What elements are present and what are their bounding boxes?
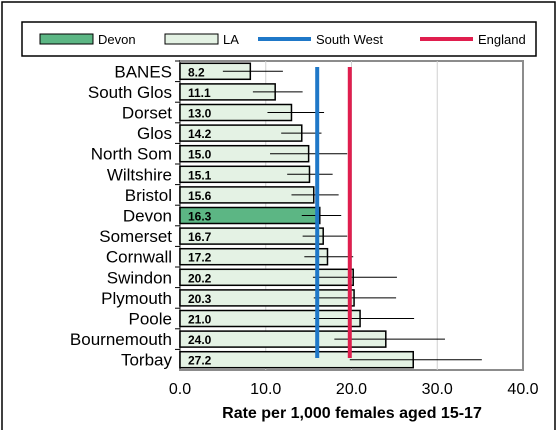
y-category-label: Somerset <box>99 227 172 246</box>
y-category-label: Wiltshire <box>107 165 172 184</box>
bar-value-label: 20.2 <box>188 271 212 285</box>
y-category-label: North Som <box>91 145 172 164</box>
legend-label-la: LA <box>223 32 239 47</box>
y-category-label: Cornwall <box>106 248 172 267</box>
legend: Devon LA South West England <box>39 32 526 47</box>
y-category-label: Bristol <box>125 186 172 205</box>
legend-swatch-la <box>164 33 219 45</box>
y-category-label: Bournemouth <box>70 330 172 349</box>
bar-labels: 8.2 11.1 13.0 14.2 15.0 15.1 15.6 16.3 16.7 17.2 2… <box>188 65 212 367</box>
bar-value-label: 11.1 <box>188 86 211 100</box>
reference-lines <box>315 67 352 358</box>
x-tick-label: 40.0 <box>507 381 538 398</box>
bar-value-label: 27.2 <box>188 354 212 368</box>
bar-value-label: 20.3 <box>188 292 212 306</box>
bar-value-label: 15.1 <box>188 168 212 182</box>
bar-value-label: 15.0 <box>188 148 212 162</box>
legend-label-devon: Devon <box>98 32 136 47</box>
legend-label-south-west: South West <box>316 32 383 47</box>
x-tick-label: 20.0 <box>336 381 367 398</box>
error-bars <box>222 70 482 361</box>
bar-value-label: 13.0 <box>188 107 212 121</box>
y-category-label: Glos <box>137 124 172 143</box>
legend-swatch-devon <box>39 33 94 45</box>
x-axis-title: Rate per 1,000 females aged 15-17 <box>222 405 482 422</box>
legend-label-england: England <box>478 32 526 47</box>
bar-value-label: 16.7 <box>188 230 212 244</box>
x-axis-ticks: 0.0 10.0 20.0 30.0 40.0 <box>169 381 539 398</box>
y-category-label: Devon <box>123 207 172 226</box>
bar-value-label: 16.3 <box>188 210 212 224</box>
y-category-label: BANES <box>114 62 172 81</box>
y-category-label: Poole <box>129 310 172 329</box>
x-tick-label: 30.0 <box>422 381 453 398</box>
bar-value-label: 15.6 <box>188 189 212 203</box>
bar-value-label: 8.2 <box>188 65 205 79</box>
x-tick-label: 0.0 <box>169 381 191 398</box>
bar-value-label: 21.0 <box>188 313 212 327</box>
y-category-label: Torbay <box>121 351 173 370</box>
y-category-label: Dorset <box>122 104 172 123</box>
bar-value-label: 14.2 <box>188 127 212 141</box>
y-category-label: South Glos <box>88 83 172 102</box>
bar-value-label: 17.2 <box>188 251 212 265</box>
y-category-label: Plymouth <box>101 289 172 308</box>
bar-value-label: 24.0 <box>188 333 212 347</box>
x-tick-label: 10.0 <box>250 381 281 398</box>
y-category-label: Swindon <box>107 268 172 287</box>
